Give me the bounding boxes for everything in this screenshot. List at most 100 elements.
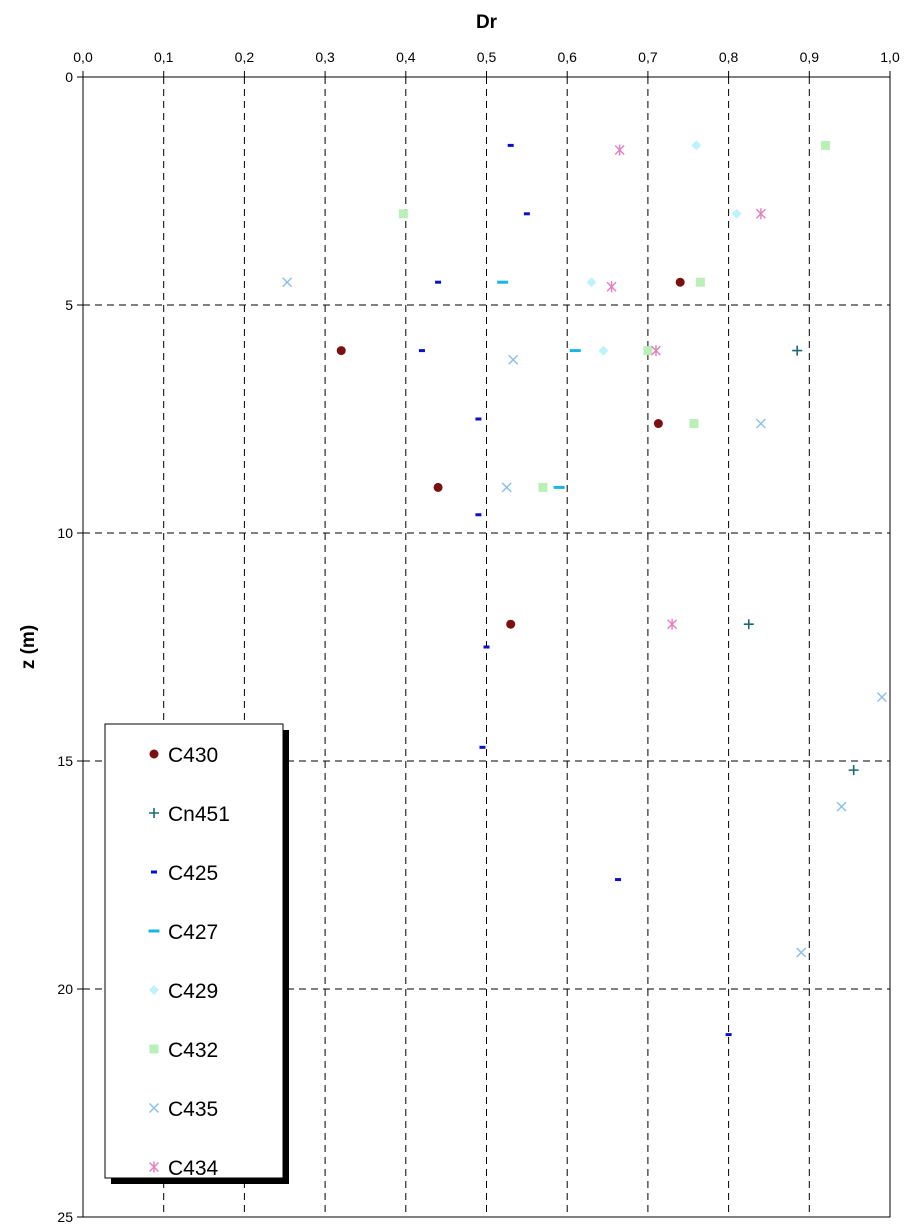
marker-shape <box>418 349 425 353</box>
y-tick-label: 0 <box>65 69 73 85</box>
data-point <box>507 143 514 147</box>
marker-shape <box>675 277 685 287</box>
data-point <box>479 745 486 749</box>
data-point <box>836 801 847 812</box>
marker-shape <box>667 618 678 630</box>
x-tick-label: 0,4 <box>396 49 416 65</box>
marker-shape <box>149 1044 159 1054</box>
marker-shape <box>848 765 859 776</box>
marker-shape <box>755 418 766 429</box>
data-point <box>336 346 346 356</box>
axis-ticks: 0,0 0,1 0,2 0,3 0,4 0,5 0,6 0,7 0,8 0,9 1,0 0 5 10 15 2… <box>57 49 900 1224</box>
x-tick-label: 0,9 <box>800 49 820 65</box>
data-point <box>598 345 609 356</box>
marker-shape <box>743 619 754 630</box>
legend-box <box>104 723 284 1179</box>
series-cn451 <box>743 345 859 776</box>
marker-shape <box>691 140 702 151</box>
y-tick-label: 5 <box>65 297 73 313</box>
marker-shape <box>615 878 622 882</box>
legend-marker <box>148 929 160 933</box>
legend-label: C430 <box>168 744 218 767</box>
marker-shape <box>398 209 408 219</box>
marker-shape <box>792 345 803 356</box>
x-tick-label: 0,3 <box>315 49 335 65</box>
marker-shape <box>820 140 830 150</box>
marker-shape <box>689 419 699 429</box>
legend-entry-c427: C427 <box>148 921 218 944</box>
marker-shape <box>149 985 159 995</box>
data-point <box>667 618 678 630</box>
legend-label: C427 <box>168 921 218 944</box>
marker-shape <box>538 482 548 492</box>
y-tick-label: 10 <box>57 525 73 541</box>
marker-shape <box>755 208 766 220</box>
legend-entry-c429: C429 <box>149 980 218 1003</box>
series-c429 <box>586 140 742 356</box>
legend-entry-c430: C430 <box>149 744 218 767</box>
y-tick-label: 15 <box>57 753 73 769</box>
marker-shape <box>643 346 653 356</box>
marker-shape <box>483 645 490 649</box>
marker-shape <box>148 929 160 933</box>
y-axis-title: z (m) <box>18 625 39 669</box>
x-tick-label: 1,0 <box>880 49 900 65</box>
data-point <box>743 619 754 630</box>
data-point <box>796 947 807 958</box>
marker-shape <box>695 277 705 287</box>
data-point <box>523 212 530 216</box>
marker-shape <box>796 947 807 958</box>
marker-shape <box>475 513 482 517</box>
marker-shape <box>151 870 157 874</box>
data-point <box>538 482 548 492</box>
legend-label: C425 <box>168 862 218 885</box>
data-point <box>615 878 622 882</box>
data-point <box>755 208 766 220</box>
data-point <box>398 209 408 219</box>
legend-marker <box>149 1161 159 1173</box>
series-c432 <box>398 140 830 492</box>
data-point <box>483 645 490 649</box>
x-axis-title: Dr <box>476 12 498 33</box>
data-point <box>820 140 830 150</box>
data-point <box>282 277 293 288</box>
marker-shape <box>836 801 847 812</box>
marker-shape <box>569 349 581 353</box>
x-tick-label: 0,2 <box>235 49 255 65</box>
data-point <box>606 281 617 293</box>
series-c430 <box>336 277 685 629</box>
marker-shape <box>149 1161 159 1173</box>
data-point <box>433 482 443 492</box>
legend-marker <box>149 1103 159 1113</box>
data-point <box>731 208 742 219</box>
data-point <box>435 280 442 284</box>
marker-shape <box>149 808 159 818</box>
data-point <box>848 765 859 776</box>
data-point <box>675 277 685 287</box>
marker-shape <box>507 143 514 147</box>
marker-shape <box>497 280 509 284</box>
x-tick-label: 0,1 <box>154 49 174 65</box>
x-tick-label: 0,5 <box>477 49 497 65</box>
marker-shape <box>149 1103 159 1113</box>
data-point <box>508 354 519 365</box>
series-c425 <box>418 143 732 1037</box>
legend-entry-c434: C434 <box>149 1157 219 1180</box>
marker-shape <box>282 277 293 288</box>
y-tick-label: 20 <box>57 981 73 997</box>
data-point <box>614 144 625 156</box>
marker-shape <box>336 346 346 356</box>
legend-label: C434 <box>168 1157 219 1180</box>
marker-shape <box>553 485 565 489</box>
data-point <box>506 619 516 629</box>
series-c427 <box>497 280 581 489</box>
marker-shape <box>586 277 597 288</box>
data-point <box>691 140 702 151</box>
legend-label: C429 <box>168 980 218 1003</box>
legend-label: C432 <box>168 1039 218 1062</box>
marker-shape <box>731 208 742 219</box>
legend-label: Cn451 <box>168 803 230 826</box>
x-tick-label: 0,8 <box>719 49 739 65</box>
marker-shape <box>508 354 519 365</box>
